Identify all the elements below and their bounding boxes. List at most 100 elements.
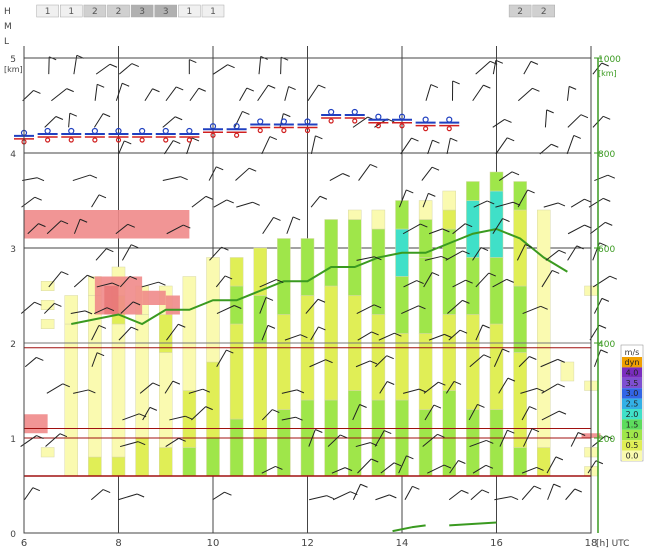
wind-barb: [475, 272, 490, 288]
wind-barb: [428, 333, 445, 341]
wind-barb: [570, 198, 585, 208]
legend-label: 0.0: [626, 452, 639, 461]
thermal-cell: [442, 190, 456, 211]
wind-barb-flag: [371, 331, 379, 336]
wind-barb-flag: [288, 86, 296, 91]
wind-barb-flag: [551, 143, 559, 148]
wind-barb-flag: [370, 163, 378, 168]
wind-barb-flag: [183, 224, 191, 229]
thermal-cell: [182, 390, 197, 448]
cloud-cover-box: [130, 4, 154, 18]
wind-barb: [492, 278, 507, 288]
wind-barb-flag: [374, 256, 382, 261]
wind-barb-flag: [174, 116, 183, 121]
wind-barb: [539, 143, 552, 155]
level-marker-dot: [351, 108, 358, 116]
thermal-cell: [182, 447, 197, 477]
y-tick-label-left: 2: [10, 340, 16, 350]
wind-barb-flag: [149, 406, 158, 411]
wind-barb-flag: [226, 199, 234, 204]
cloud-cover-box: [36, 4, 59, 18]
wind-barb-flag: [486, 200, 495, 205]
thermal-cell: [64, 295, 78, 325]
legend-label: 1.0: [626, 431, 639, 440]
wind-barb: [70, 310, 86, 315]
wind-barb-flag: [360, 483, 368, 488]
level-marker-dot: [139, 137, 145, 143]
wind-barb-flag: [506, 278, 514, 283]
wind-barb: [284, 86, 290, 101]
wind-barb: [118, 493, 138, 501]
x-tick-label: 14: [396, 538, 409, 549]
wind-barb-flag: [265, 296, 274, 301]
wind-barb-flag: [406, 189, 414, 194]
wind-barb-flag: [205, 406, 213, 411]
wind-barb: [309, 495, 327, 501]
level-marker-dot: [234, 132, 240, 138]
wind-barb-flag: [221, 246, 229, 251]
wind-barb: [468, 404, 478, 421]
wind-barb-flag: [112, 282, 120, 287]
wind-barb-flag: [121, 82, 130, 87]
wind-barb-flag: [325, 359, 333, 364]
y-tick-label-left: 4: [10, 150, 16, 160]
level-marker-dot: [162, 127, 169, 135]
level-marker-dot: [280, 118, 287, 125]
wind-barb: [355, 360, 371, 368]
level-marker-dot: [257, 118, 264, 125]
wind-barb: [73, 274, 88, 288]
legend-swatch: [622, 367, 642, 378]
wind-barb-flag: [292, 216, 301, 221]
wind-barb-flag: [431, 272, 440, 277]
wind-barb: [495, 201, 514, 208]
wind-barb-flag: [283, 113, 291, 118]
x-tick-label: 12: [301, 538, 314, 549]
wind-barb: [541, 410, 560, 421]
wind-barb: [567, 114, 582, 128]
thermal-cell: [513, 352, 527, 448]
wind-barb: [516, 244, 526, 261]
wind-barb-flag: [555, 456, 564, 461]
thermal-cell: [111, 323, 126, 458]
wind-barb-flag: [568, 85, 577, 90]
cloud-cover-value: 1: [210, 7, 216, 17]
wind-barb: [494, 496, 512, 501]
wind-barb-flag: [34, 301, 42, 306]
wind-barb-flag: [234, 305, 242, 309]
wind-barb-flag: [441, 255, 449, 260]
wind-barb-flag: [418, 305, 426, 310]
wind-barb-flag: [315, 135, 323, 140]
thermal-cell: [442, 209, 456, 230]
wind-barb-flag: [584, 224, 592, 229]
wind-barb: [423, 381, 439, 394]
wind-barb: [544, 109, 548, 128]
wind-barb: [448, 489, 462, 501]
wind-barb: [257, 84, 269, 102]
legend-swatch: [622, 429, 642, 441]
wind-barb-flag: [60, 220, 69, 225]
wind-barb-flag: [387, 381, 395, 385]
wind-barb: [423, 272, 433, 288]
wind-barb-flag: [269, 136, 278, 140]
thermal-cell: [442, 390, 456, 477]
wind-barb: [94, 84, 98, 101]
level-marker-dot: [375, 113, 382, 120]
wind-barb-flag: [315, 429, 323, 433]
wind-barb: [164, 140, 174, 155]
wind-barb: [118, 63, 133, 75]
wind-barb-flag: [584, 198, 592, 203]
wind-barb-flag: [272, 409, 280, 414]
thermal-cell: [537, 342, 551, 448]
level-marker-dot: [186, 127, 193, 135]
wind-barb-flag: [595, 460, 604, 465]
thermal-cell: [159, 314, 173, 353]
wind-barb-flag: [603, 197, 611, 202]
wind-barb-flag: [38, 223, 46, 228]
wind-barb-flag: [96, 352, 105, 357]
wind-barb-flag: [573, 134, 581, 139]
wind-barb-flag: [158, 281, 166, 286]
wind-barb-flag: [386, 355, 394, 360]
wind-barb: [51, 88, 68, 102]
wind-barb: [493, 348, 503, 367]
